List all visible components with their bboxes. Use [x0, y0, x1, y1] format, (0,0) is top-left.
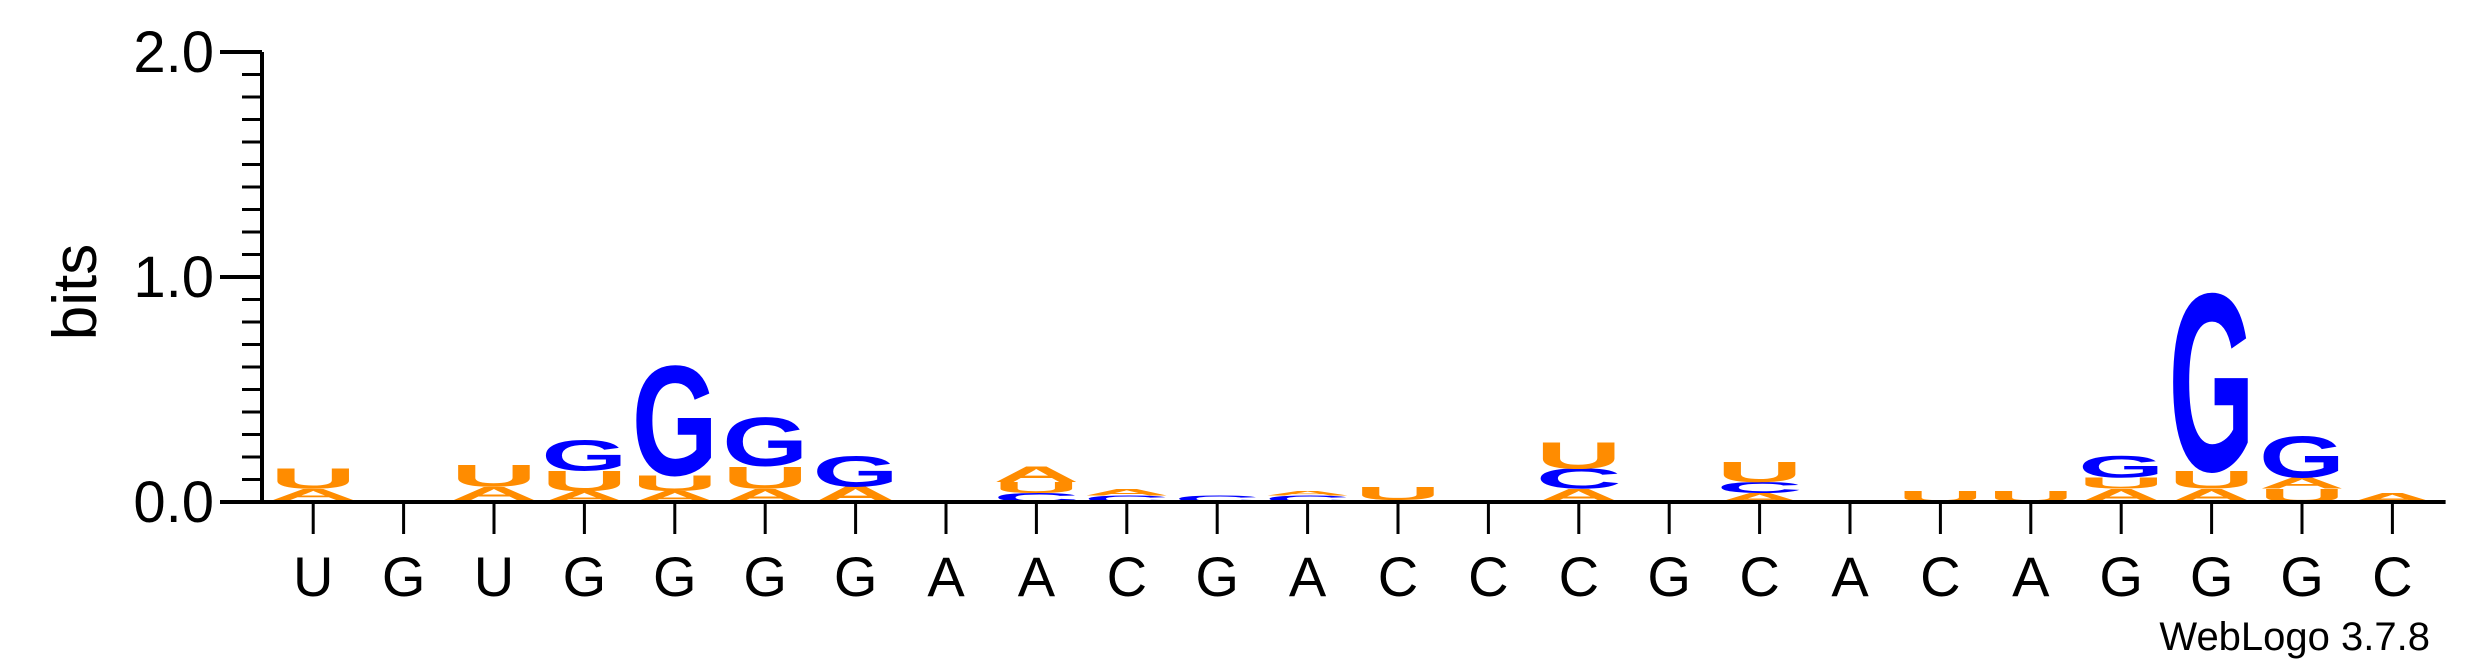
x-tick-label: G	[2099, 545, 2143, 608]
glyph-U: U	[993, 479, 1079, 497]
glyph-G: G	[632, 333, 718, 509]
x-tick-label: C	[2372, 545, 2412, 608]
glyph-U: U	[270, 463, 356, 494]
x-tick-label: U	[293, 545, 333, 608]
x-tick-label: G	[382, 545, 426, 608]
x-tick-label: U	[474, 545, 514, 608]
glyph-G: G	[722, 404, 808, 481]
x-tick-label: A	[1289, 545, 1327, 608]
x-tick-label: C	[1559, 545, 1599, 608]
glyph-C: C	[1174, 494, 1260, 504]
y-tick-label: 2.0	[133, 20, 214, 85]
x-tick-label: G	[653, 545, 697, 608]
x-tick-label: G	[2280, 545, 2324, 608]
glyph-U: U	[722, 460, 808, 495]
x-tick-label: C	[1739, 545, 1779, 608]
x-tick-label: G	[1195, 545, 1239, 608]
glyph-G: G	[2169, 240, 2255, 525]
glyph-A: A	[1084, 487, 1170, 497]
x-tick-label: G	[1647, 545, 1691, 608]
glyph-G: G	[813, 447, 899, 496]
x-tick-label: A	[1018, 545, 1056, 608]
glyph-U: U	[1536, 434, 1622, 476]
logo-glyphs: CAUCAUAUGAUGAUGAGCUACACCAAUACUACUUUAUGAU…	[270, 240, 2435, 525]
y-tick-label: 0.0	[133, 470, 214, 535]
glyph-U: U	[632, 471, 718, 496]
glyph-A: A	[270, 486, 356, 504]
glyph-U: U	[1355, 483, 1441, 504]
x-tick-label: G	[834, 545, 878, 608]
glyph-C: C	[1265, 494, 1351, 504]
glyph-U: U	[451, 458, 537, 493]
glyph-C: C	[1536, 463, 1622, 494]
x-tick-label: C	[1378, 545, 1418, 608]
glyph-U: U	[541, 466, 627, 497]
glyph-A: A	[451, 483, 537, 504]
x-tick-label: G	[2190, 545, 2234, 608]
glyph-A: A	[993, 462, 1079, 487]
glyph-U: U	[2169, 466, 2255, 494]
x-tick-label: C	[1920, 545, 1960, 608]
x-tick-label: C	[1107, 545, 1147, 608]
glyph-A: A	[1265, 490, 1351, 497]
y-axis-label-group: bits	[41, 244, 110, 340]
glyph-C: C	[1717, 479, 1803, 497]
x-tick-label: A	[1831, 545, 1869, 608]
glyph-G: G	[541, 431, 627, 480]
glyph-C: C	[1084, 494, 1170, 504]
y-axis: 0.0 1.0 2.0	[133, 20, 264, 535]
x-tick-label: G	[563, 545, 607, 608]
glyph-U: U	[2078, 474, 2164, 492]
x-tick-label: C	[1468, 545, 1508, 608]
weblogo-version-label: WebLogo 3.7.8	[2159, 615, 2430, 659]
glyph-G: G	[2259, 423, 2345, 490]
glyph-A: A	[2259, 474, 2345, 492]
x-tick-label: A	[927, 545, 965, 608]
x-tick-label: G	[743, 545, 787, 608]
glyph-G: G	[2078, 449, 2164, 484]
x-tick-label: A	[2012, 545, 2050, 608]
y-tick-label: 1.0	[133, 245, 214, 310]
y-axis-label: bits	[41, 244, 110, 340]
glyph-U: U	[1717, 457, 1803, 488]
